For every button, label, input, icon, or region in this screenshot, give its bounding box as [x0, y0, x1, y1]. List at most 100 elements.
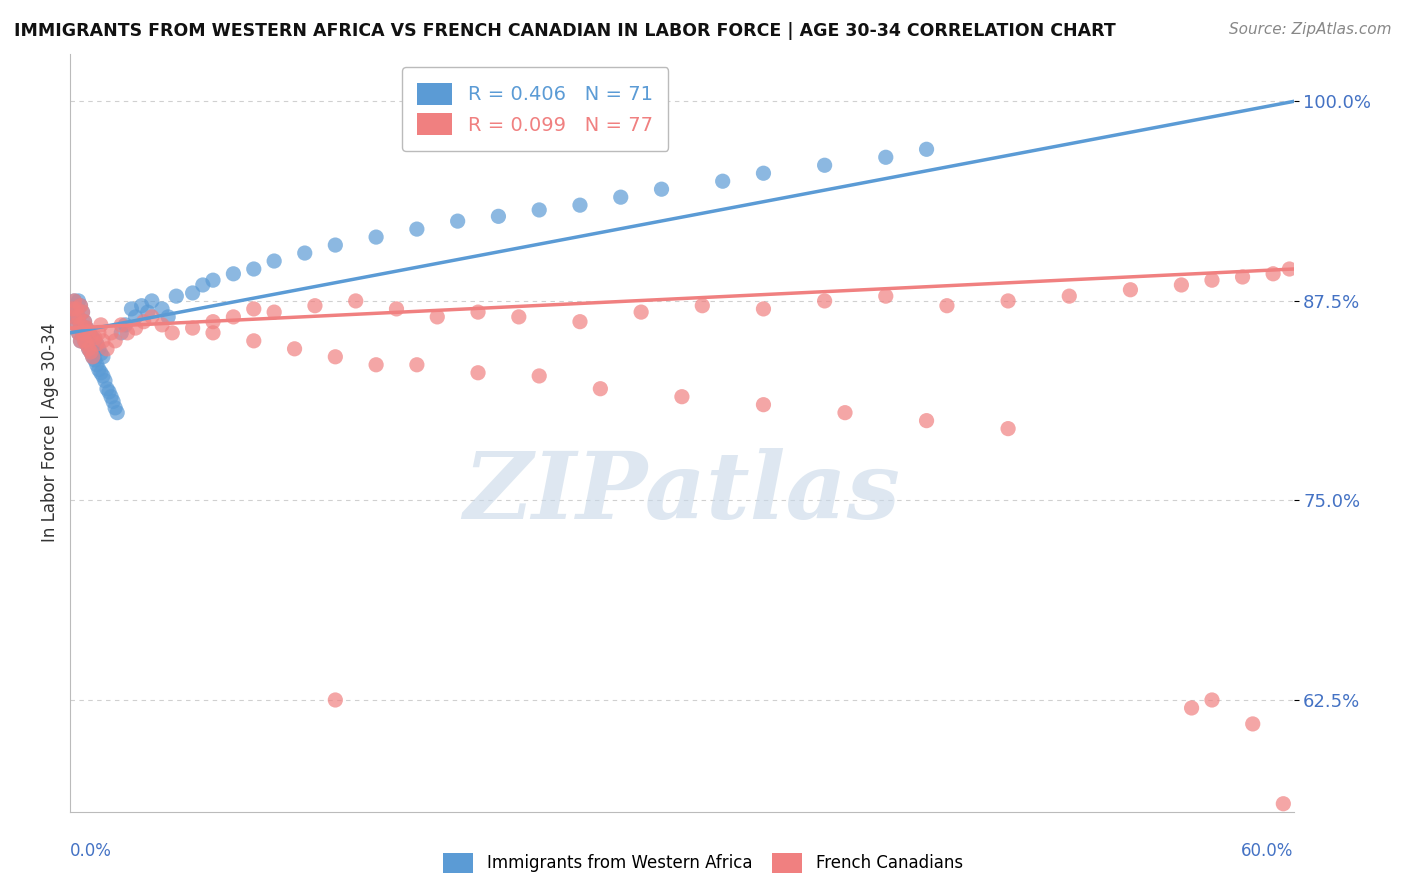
Point — [96, 382, 118, 396]
Point — [1232, 270, 1254, 285]
Point — [86, 358, 108, 372]
Point — [98, 384, 121, 399]
Point — [936, 299, 959, 313]
Point — [91, 334, 114, 348]
Point — [67, 310, 90, 324]
Point — [1241, 717, 1264, 731]
Point — [752, 398, 775, 412]
Point — [813, 158, 835, 172]
Text: IMMIGRANTS FROM WESTERN AFRICA VS FRENCH CANADIAN IN LABOR FORCE | AGE 30-34 COR: IMMIGRANTS FROM WESTERN AFRICA VS FRENCH… — [14, 22, 1116, 40]
Text: ZIPatlas: ZIPatlas — [464, 449, 900, 538]
Point — [94, 374, 117, 388]
Point — [87, 326, 110, 340]
Point — [1261, 267, 1284, 281]
Point — [76, 321, 98, 335]
Point — [690, 299, 713, 313]
Point — [263, 254, 285, 268]
Point — [529, 202, 551, 217]
Point — [67, 293, 90, 308]
Point — [73, 334, 96, 348]
Point — [162, 326, 183, 340]
Point — [77, 324, 100, 338]
Point — [69, 334, 91, 348]
Point — [67, 326, 90, 340]
Point — [150, 318, 173, 332]
Point — [323, 350, 347, 364]
Point — [87, 342, 110, 356]
Point — [117, 326, 139, 340]
Point — [650, 182, 672, 196]
Point — [69, 318, 91, 332]
Text: 60.0%: 60.0% — [1241, 842, 1294, 860]
Point — [69, 318, 91, 332]
Point — [77, 342, 100, 356]
Point — [110, 326, 132, 340]
Point — [323, 693, 347, 707]
Point — [222, 267, 245, 281]
Point — [1278, 262, 1301, 277]
Point — [76, 337, 98, 351]
Point — [104, 334, 127, 348]
Point — [136, 305, 159, 319]
Point — [568, 315, 592, 329]
Point — [69, 299, 91, 313]
Point — [752, 301, 775, 316]
Point — [467, 305, 489, 319]
Point — [124, 310, 146, 324]
Point — [589, 382, 612, 396]
Point — [90, 318, 112, 332]
Point — [181, 321, 204, 335]
Point — [406, 358, 429, 372]
Point — [86, 337, 108, 351]
Point — [100, 326, 122, 340]
Point — [202, 326, 225, 340]
Point — [426, 310, 449, 324]
Point — [76, 321, 98, 335]
Point — [83, 334, 105, 348]
Point — [83, 353, 105, 368]
Point — [124, 321, 146, 335]
Point — [243, 262, 266, 277]
Point — [630, 305, 652, 319]
Point — [323, 238, 347, 252]
Point — [834, 406, 856, 420]
Point — [1057, 289, 1080, 303]
Point — [82, 331, 104, 345]
Point — [72, 305, 94, 319]
Point — [96, 342, 118, 356]
Point — [202, 315, 225, 329]
Point — [711, 174, 734, 188]
Point — [875, 289, 897, 303]
Point — [60, 301, 83, 316]
Point — [65, 318, 87, 332]
Point — [83, 331, 105, 345]
Point — [243, 334, 266, 348]
Point — [79, 329, 103, 343]
Point — [508, 310, 530, 324]
Point — [366, 230, 388, 244]
Point — [63, 310, 86, 324]
Y-axis label: In Labor Force | Age 30-34: In Labor Force | Age 30-34 — [41, 323, 59, 542]
Point — [997, 422, 1019, 436]
Point — [141, 293, 163, 308]
Point — [73, 334, 96, 348]
Point — [181, 285, 204, 300]
Point — [243, 301, 266, 316]
Point — [65, 318, 87, 332]
Point — [65, 301, 87, 316]
Point — [82, 350, 104, 364]
Point — [91, 368, 114, 383]
Point — [132, 315, 155, 329]
Point — [284, 342, 307, 356]
Point — [121, 301, 143, 316]
Point — [529, 368, 551, 383]
Point — [385, 301, 408, 316]
Point — [1119, 283, 1142, 297]
Point — [69, 334, 91, 348]
Point — [110, 318, 132, 332]
Point — [610, 190, 633, 204]
Point — [72, 326, 94, 340]
Point — [86, 337, 108, 351]
Point — [1181, 701, 1204, 715]
Point — [222, 310, 245, 324]
